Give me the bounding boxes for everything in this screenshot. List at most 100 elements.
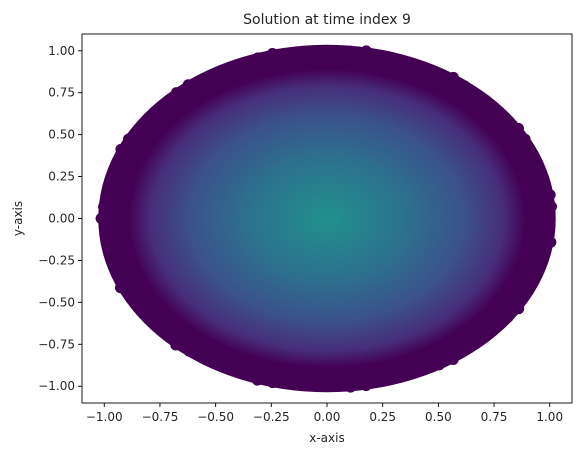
scatter-point [170,87,182,99]
scatter-point [163,98,175,110]
scatter-point [157,109,169,121]
x-axis-ticks: −1.00 −0.75 −0.50 −0.25 0.00 0.25 0.50 0.75 1.00 [86,403,563,424]
y-tick-label: −0.75 [38,337,75,351]
scatter-point [487,318,499,330]
scatter-point [447,71,459,83]
scatter-point [114,156,126,168]
x-tick-label: −0.25 [253,410,290,424]
scatter-point [156,317,168,329]
scatter-point [388,58,400,70]
scatter-point [238,367,250,379]
scatter-point [198,75,210,87]
scatter-point [529,257,541,269]
scatter-point [227,358,239,370]
y-tick-label: 0.25 [48,170,75,184]
scatter-point [251,374,263,386]
scatter-point [545,236,557,248]
x-tick-label: −1.00 [86,410,123,424]
x-axis-label: x-axis [309,431,344,445]
scatter-point [521,267,533,279]
plot-area [95,44,558,393]
y-axis-label: y-axis [11,201,25,236]
scatter-point [466,91,478,103]
scatter-point [519,133,531,145]
scatter-point [114,282,126,294]
scatter-point [433,359,445,371]
scatter-point [521,158,533,170]
scatter-point [228,68,240,80]
scatter-point [457,344,469,356]
scatter-point [124,291,136,303]
scatter-point [183,345,195,357]
scatter-point [520,146,532,158]
scatter-point [215,351,227,363]
chart-title: Solution at time index 9 [243,12,411,28]
scatter-point [252,52,264,64]
y-tick-label: −0.25 [38,253,75,267]
scatter-point [148,118,160,130]
scatter-point [474,324,486,336]
scatter-point [113,246,125,258]
scatter-point [459,80,471,92]
x-tick-label: 0.50 [425,410,452,424]
scatter-point [283,375,295,387]
scatter-point [149,307,161,319]
scatter-point [239,60,251,72]
scatter-point [465,333,477,345]
scatter-point [502,311,514,323]
scatter-point [267,377,279,389]
y-tick-label: 0.50 [48,128,75,142]
scatter-point [417,360,429,372]
y-tick-label: 1.00 [48,44,75,58]
scatter-point [539,247,551,259]
scatter-point [375,50,387,62]
scatter-point [199,348,211,360]
scatter-point [544,189,556,201]
scatter-point [113,179,125,191]
scatter-point [401,64,413,76]
scatter-point [345,381,357,393]
y-tick-label: 0.75 [48,86,75,100]
x-tick-label: 1.00 [536,410,563,424]
scatter-point [299,372,311,384]
scatter-point [111,270,123,282]
scatter-point [536,178,548,190]
scatter-point [401,361,413,373]
scatter-point [138,299,150,311]
scatter-point [374,373,386,385]
scatter-point [214,73,226,85]
scatter-point [416,66,428,78]
scatter-point [115,143,127,155]
scatter-point [500,115,512,127]
x-tick-label: −0.50 [197,410,234,424]
scatter-point [329,378,341,390]
x-tick-label: 0.25 [369,410,396,424]
scatter-point [161,329,173,341]
scatter-point [314,373,326,385]
scatter-point [344,45,356,57]
scatter-point [299,52,311,64]
scatter-point [266,47,278,59]
scatter-point [544,224,556,236]
scatter-point [95,213,107,224]
scatter-point [432,68,444,80]
scatter-point [546,201,558,213]
scatter-point [135,125,147,137]
scatter-point [474,101,486,113]
scatter-point [108,235,120,247]
scatter-point [360,45,372,57]
scatter-point [486,108,498,120]
scatter-point [182,79,194,91]
scatter-point [540,213,552,224]
axes-frame [81,33,573,404]
scatter-point [329,49,341,61]
scatter-point [518,279,530,291]
scatter-point [314,52,326,64]
scatter-point [517,291,529,303]
x-tick-label: 0.75 [481,410,508,424]
x-tick-label: 0.00 [314,410,341,424]
scatter-point [447,353,459,365]
scatter-point [105,190,117,202]
scatter-point [387,366,399,378]
